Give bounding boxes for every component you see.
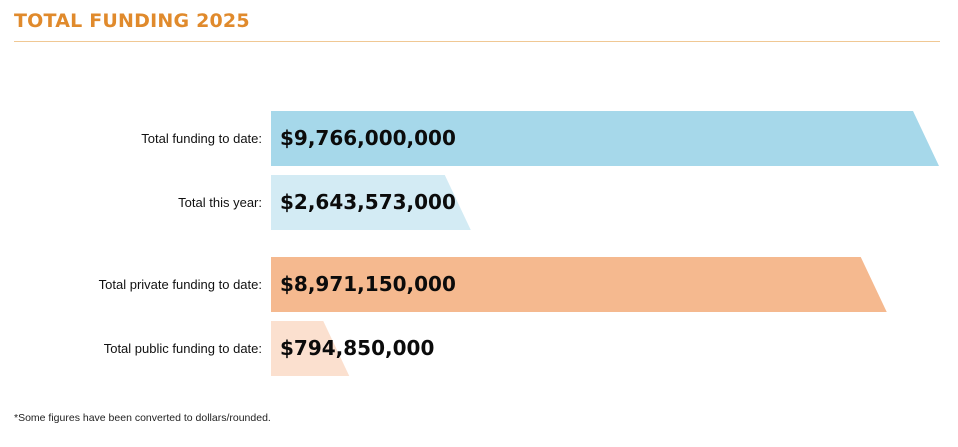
value-label-3: $8,971,150,000 xyxy=(280,271,456,296)
title-rule xyxy=(14,41,940,42)
category-label-1: Total funding to date: xyxy=(141,130,262,146)
bar-3 xyxy=(271,257,887,312)
value-label-1: $9,766,000,000 xyxy=(280,125,456,150)
category-label-4: Total public funding to date: xyxy=(103,340,262,356)
page-title: TOTAL FUNDING 2025 xyxy=(14,10,250,32)
bar-1 xyxy=(271,111,939,166)
bar-4 xyxy=(271,321,350,376)
footnote: *Some figures have been converted to dol… xyxy=(14,412,271,424)
category-label-2: Total this year: xyxy=(178,194,262,210)
category-label-3: Total private funding to date: xyxy=(98,276,262,292)
value-label-2: $2,643,573,000 xyxy=(280,189,456,214)
bar-2 xyxy=(271,175,471,230)
value-label-4: $794,850,000 xyxy=(280,335,435,360)
